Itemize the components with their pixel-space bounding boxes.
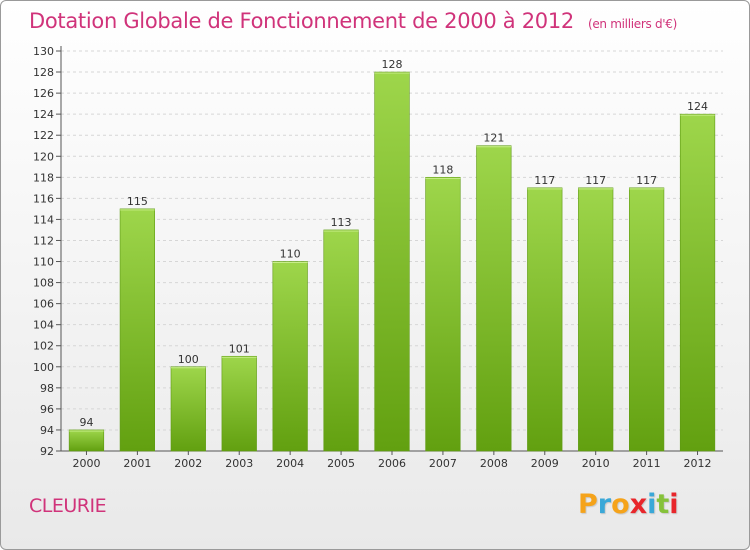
y-tick-label: 100 [33,361,54,374]
y-tick-label: 130 [33,45,54,58]
y-tick-label: 122 [33,129,54,142]
data-label: 113 [331,216,352,229]
logo-letter: o [611,489,630,520]
y-tick-label: 128 [33,66,54,79]
bar [629,187,665,452]
data-label: 117 [636,174,657,187]
chart-title-text: Dotation Globale de Fonctionnement de 20… [29,9,574,33]
x-tick-label: 2008 [480,457,508,470]
data-label: 124 [687,100,708,113]
y-tick-label: 110 [33,256,54,269]
data-label: 110 [280,248,301,261]
data-label: 94 [79,416,93,429]
y-tick-label: 118 [33,171,54,184]
logo-letter: i [669,489,679,520]
data-label: 101 [229,342,250,355]
bar [374,71,410,452]
bar [476,145,512,452]
bar [272,261,308,452]
logo-letter: P [578,489,598,520]
data-label: 118 [432,163,453,176]
bar [425,177,461,452]
y-tick-label: 116 [33,192,54,205]
bar [119,208,155,452]
x-tick-label: 2002 [174,457,202,470]
x-tick-label: 2003 [225,457,253,470]
x-tick-label: 2011 [633,457,661,470]
data-label: 115 [127,195,148,208]
y-tick-label: 94 [40,424,54,437]
y-tick-label: 106 [33,298,54,311]
proxiti-logo: Proxiti [578,489,679,520]
x-tick-label: 2005 [327,457,355,470]
logo-letter: i [647,489,657,520]
x-tick-label: 2010 [582,457,610,470]
chart-title: Dotation Globale de Fonctionnement de 20… [29,9,677,33]
bar [679,113,716,452]
x-tick-label: 2006 [378,457,406,470]
x-tick-label: 2009 [531,457,559,470]
y-tick-label: 104 [33,319,54,332]
bar [323,229,359,452]
logo-letter: r [597,489,612,520]
y-tick-label: 126 [33,87,54,100]
data-label: 121 [483,132,504,145]
y-tick-label: 114 [33,213,54,226]
data-label: 128 [382,58,403,71]
y-tick-label: 120 [33,150,54,163]
x-tick-label: 2001 [123,457,151,470]
logo-letter: t [656,489,670,520]
x-tick-label: 2007 [429,457,457,470]
y-tick-label: 96 [40,403,54,416]
bar [578,187,614,452]
y-tick-label: 108 [33,277,54,290]
y-tick-label: 112 [33,234,54,247]
bar [527,187,563,452]
y-tick-label: 102 [33,340,54,353]
y-tick-label: 98 [40,382,54,395]
bar [170,366,206,452]
y-tick-label: 124 [33,108,54,121]
data-label: 117 [585,174,606,187]
x-tick-label: 2000 [72,457,100,470]
commune-name: CLEURIE [29,495,107,517]
logo-letter: x [629,489,648,520]
data-label: 100 [178,353,199,366]
bar [221,355,257,452]
chart-subtitle: (en milliers d'€) [587,17,677,31]
y-tick-label: 92 [40,445,54,458]
bar [68,429,105,452]
x-tick-label: 2004 [276,457,304,470]
x-tick-label: 2012 [684,457,712,470]
data-label: 117 [534,174,555,187]
